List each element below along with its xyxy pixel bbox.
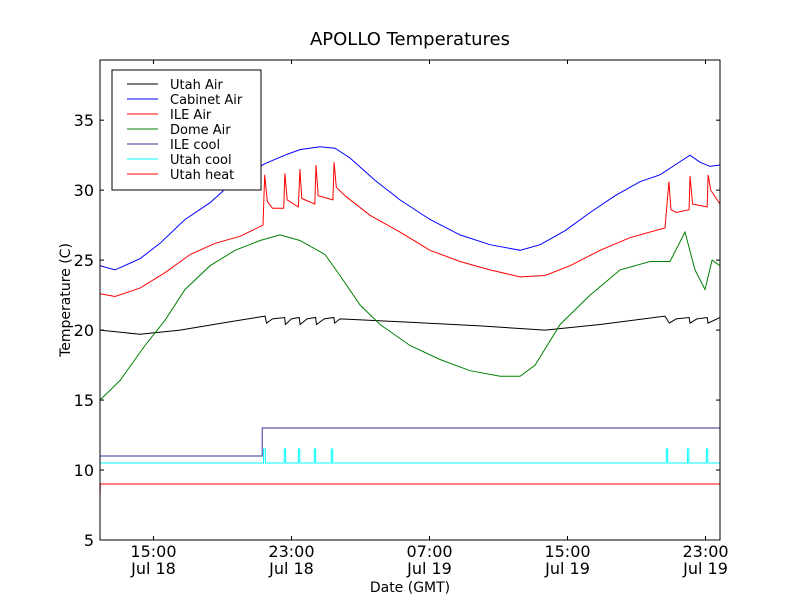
legend-label: Utah Air bbox=[170, 78, 223, 93]
legend-label: ILE cool bbox=[170, 138, 220, 153]
x-tick-label-time: 07:00 bbox=[406, 542, 452, 561]
legend-box bbox=[111, 69, 262, 191]
x-tick-label-date: Jul 19 bbox=[406, 559, 452, 578]
x-axis-label: Date (GMT) bbox=[370, 580, 450, 596]
x-tick-label-time: 23:00 bbox=[268, 542, 314, 561]
y-tick-label: 5 bbox=[84, 531, 94, 550]
series-line-utah-air bbox=[100, 315, 720, 335]
x-tick-label-date: Jul 19 bbox=[682, 559, 728, 578]
series-line-cabinet-air bbox=[100, 146, 720, 271]
y-tick-label: 10 bbox=[74, 461, 94, 480]
legend-label: Cabinet Air bbox=[170, 93, 243, 108]
y-tick-label: 15 bbox=[74, 391, 94, 410]
series-line-dome-air bbox=[100, 230, 720, 401]
x-tick-label-time: 15:00 bbox=[544, 542, 590, 561]
legend-label: ILE Air bbox=[170, 108, 212, 123]
y-tick-label: 25 bbox=[74, 251, 94, 270]
x-tick-label-time: 23:00 bbox=[682, 542, 728, 561]
legend-label: Utah cool bbox=[170, 153, 232, 168]
chart-title: APOLLO Temperatures bbox=[310, 29, 510, 50]
y-tick-label: 20 bbox=[74, 321, 94, 340]
y-tick-label: 30 bbox=[74, 181, 94, 200]
y-tick-label: 35 bbox=[74, 111, 94, 130]
legend-label: Utah heat bbox=[170, 168, 234, 183]
plot-frame bbox=[99, 59, 721, 541]
legend-label: Dome Air bbox=[170, 123, 231, 138]
x-tick-label-date: Jul 18 bbox=[268, 559, 314, 578]
x-tick-label-date: Jul 18 bbox=[130, 559, 176, 578]
series-line-ile-air bbox=[100, 162, 720, 298]
series-line-utah-heat bbox=[100, 483, 720, 499]
series-layer bbox=[100, 146, 720, 499]
y-axis-label: Temperature (C) bbox=[58, 243, 74, 358]
x-tick-label-date: Jul 19 bbox=[544, 559, 590, 578]
series-line-utah-cool bbox=[100, 448, 720, 464]
x-tick-label-time: 15:00 bbox=[130, 542, 176, 561]
series-line-ile-cool bbox=[100, 427, 720, 457]
